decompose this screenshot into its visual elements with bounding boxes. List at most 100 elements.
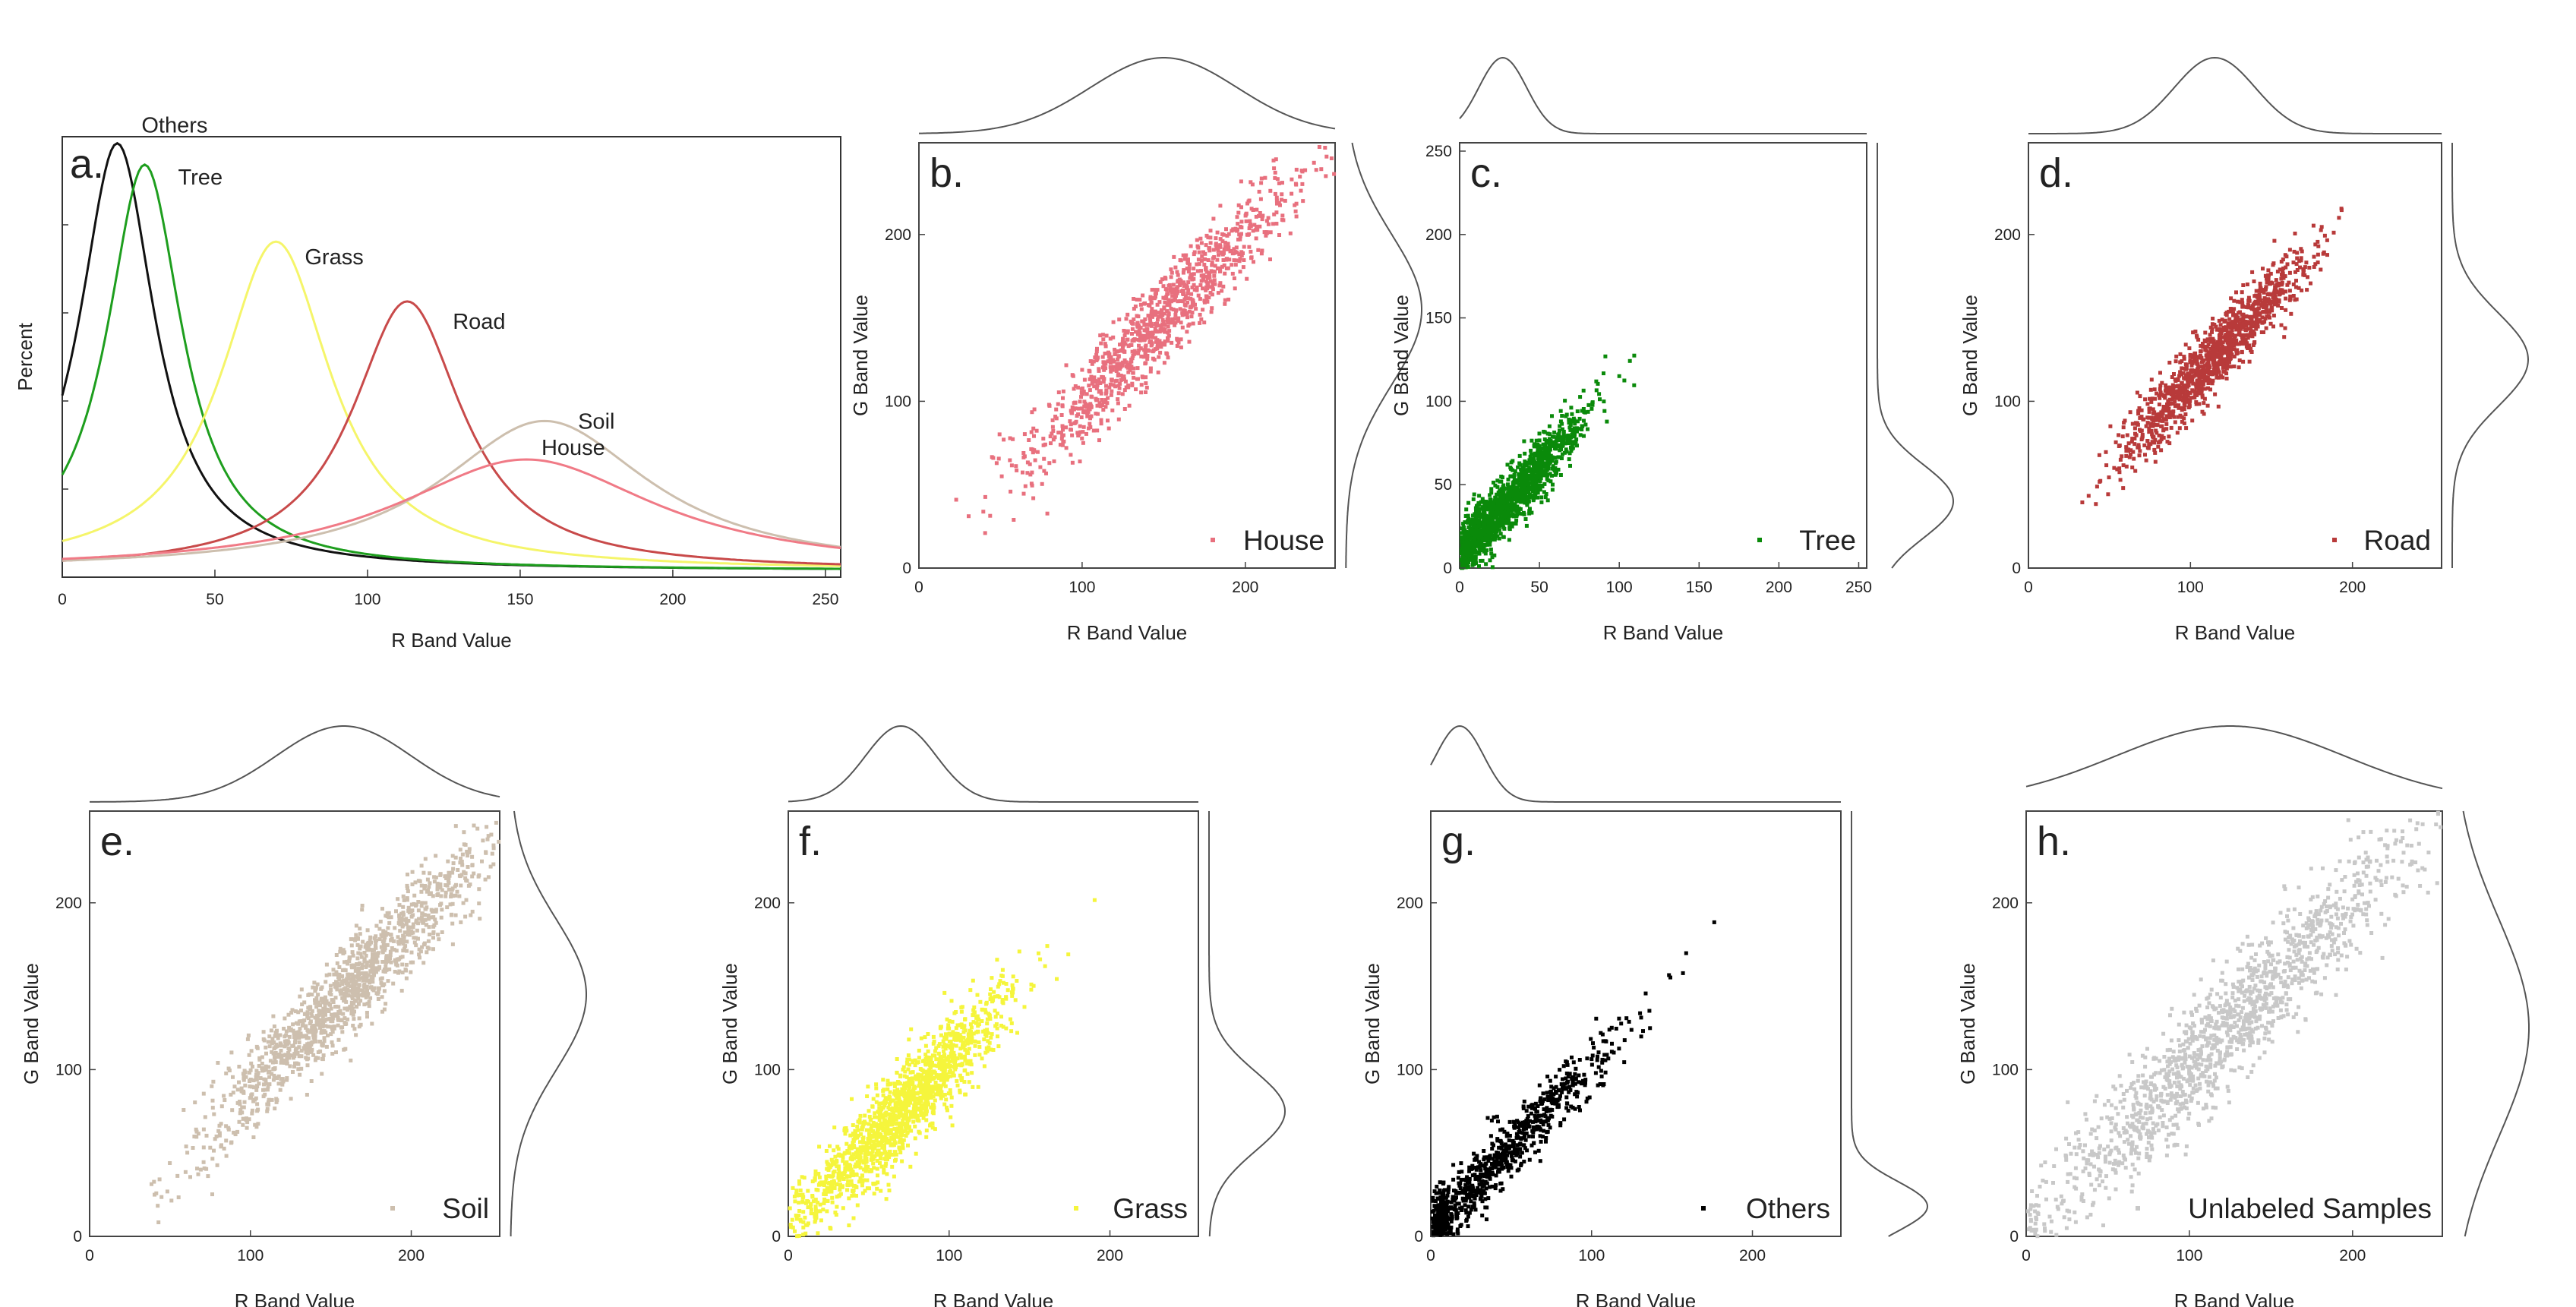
scatter-point bbox=[2260, 315, 2265, 320]
scatter-point bbox=[409, 909, 414, 913]
scatter-point bbox=[2183, 403, 2187, 408]
scatter-point bbox=[265, 1102, 270, 1107]
scatter-point bbox=[355, 993, 360, 998]
scatter-point bbox=[2312, 265, 2316, 269]
scatter-point bbox=[2178, 394, 2183, 399]
scatter-point bbox=[255, 1102, 260, 1107]
scatter-point bbox=[1095, 383, 1100, 387]
scatter-point bbox=[358, 932, 362, 936]
y-tick-label: 250 bbox=[1425, 143, 1452, 160]
scatter-point bbox=[1503, 514, 1507, 519]
scatter-point bbox=[2218, 340, 2222, 345]
scatter-point bbox=[1202, 263, 1207, 267]
scatter-point bbox=[299, 1066, 304, 1071]
scatter-point bbox=[1189, 244, 1193, 248]
scatter-point bbox=[1122, 407, 1127, 411]
scatter-point bbox=[450, 942, 455, 946]
scatter-point bbox=[1488, 511, 1492, 516]
scatter-point bbox=[1536, 447, 1540, 452]
scatter-point bbox=[440, 888, 444, 892]
scatter-point bbox=[2150, 432, 2155, 437]
scatter-point bbox=[1573, 421, 1577, 426]
scatter-point bbox=[2181, 395, 2186, 399]
y-tick-label: 100 bbox=[885, 393, 911, 410]
scatter-point bbox=[1204, 294, 1209, 298]
scatter-point bbox=[352, 1027, 357, 1031]
scatter-point bbox=[2118, 457, 2123, 462]
scatter-point bbox=[300, 1024, 305, 1028]
scatter-point bbox=[1138, 333, 1143, 338]
scatter-point bbox=[1262, 230, 1267, 235]
scatter-point bbox=[1524, 474, 1529, 478]
scatter-point bbox=[2325, 238, 2329, 242]
scatter-point bbox=[1060, 424, 1065, 428]
scatter-point bbox=[305, 1051, 310, 1056]
scatter-point bbox=[2206, 343, 2211, 347]
scatter-point bbox=[229, 1050, 234, 1055]
scatter-point bbox=[250, 1092, 254, 1097]
scatter-point bbox=[248, 1070, 251, 1075]
scatter-point bbox=[1199, 241, 1204, 245]
scatter-point bbox=[1542, 450, 1547, 455]
scatter-point bbox=[194, 1129, 199, 1134]
scatter-point bbox=[1533, 469, 1537, 474]
scatter-point bbox=[2256, 301, 2261, 306]
scatter-point bbox=[405, 898, 409, 902]
scatter-point bbox=[2080, 500, 2085, 504]
scatter-point bbox=[1245, 276, 1249, 281]
scatter-point bbox=[1542, 490, 1546, 494]
scatter-point bbox=[1109, 355, 1113, 359]
scatter-point bbox=[1556, 432, 1561, 437]
scatter-point bbox=[1178, 283, 1182, 287]
scatter-point bbox=[1274, 210, 1279, 215]
scatter-point bbox=[285, 1053, 289, 1057]
scatter-point bbox=[417, 917, 421, 921]
scatter-point bbox=[1029, 447, 1034, 451]
scatter-point bbox=[1155, 340, 1160, 345]
scatter-point bbox=[1064, 363, 1069, 368]
scatter-point bbox=[440, 908, 444, 912]
scatter-point bbox=[1137, 348, 1141, 352]
scatter-point bbox=[354, 1033, 358, 1037]
scatter-point bbox=[1226, 297, 1231, 301]
scatter-point bbox=[1166, 333, 1171, 338]
scatter-point bbox=[2295, 256, 2300, 260]
scatter-point bbox=[1547, 437, 1552, 441]
scatter-point bbox=[1215, 230, 1220, 235]
scatter-point bbox=[396, 935, 400, 939]
scatter-point bbox=[159, 1195, 164, 1199]
scatter-point bbox=[436, 933, 440, 937]
scatter-point bbox=[1479, 548, 1483, 553]
scatter-point bbox=[1094, 358, 1099, 362]
scatter-point bbox=[1156, 317, 1160, 322]
scatter-point bbox=[313, 1027, 317, 1031]
scatter-point bbox=[1476, 510, 1480, 514]
x-tick-label: 100 bbox=[1606, 579, 1633, 596]
scatter-point bbox=[1460, 531, 1464, 535]
scatter-point bbox=[472, 871, 476, 876]
y-tick-label: 100 bbox=[1425, 393, 1452, 410]
scatter-point bbox=[2177, 426, 2182, 431]
scatter-point bbox=[1498, 488, 1502, 493]
scatter-point bbox=[389, 915, 393, 920]
scatter-point bbox=[1214, 242, 1218, 246]
scatter-point bbox=[1260, 217, 1264, 222]
scatter-point bbox=[1108, 361, 1113, 365]
scatter-point bbox=[2133, 421, 2138, 425]
scatter-point bbox=[336, 1018, 340, 1022]
scatter-point bbox=[2268, 282, 2272, 286]
scatter-point bbox=[1487, 541, 1492, 546]
scatter-point bbox=[2150, 396, 2155, 401]
scatter-point bbox=[2319, 225, 2324, 229]
scatter-point bbox=[400, 962, 405, 967]
curve-label-road: Road bbox=[453, 310, 505, 334]
scatter-point bbox=[1141, 293, 1145, 298]
scatter-point bbox=[311, 1053, 316, 1057]
scatter-point bbox=[1220, 264, 1224, 269]
scatter-point bbox=[392, 948, 396, 952]
scatter-point bbox=[376, 997, 380, 1001]
scatter-point bbox=[1505, 497, 1510, 501]
scatter-point bbox=[1246, 199, 1251, 204]
scatter-point bbox=[2158, 384, 2163, 388]
scatter-point bbox=[1300, 182, 1305, 186]
